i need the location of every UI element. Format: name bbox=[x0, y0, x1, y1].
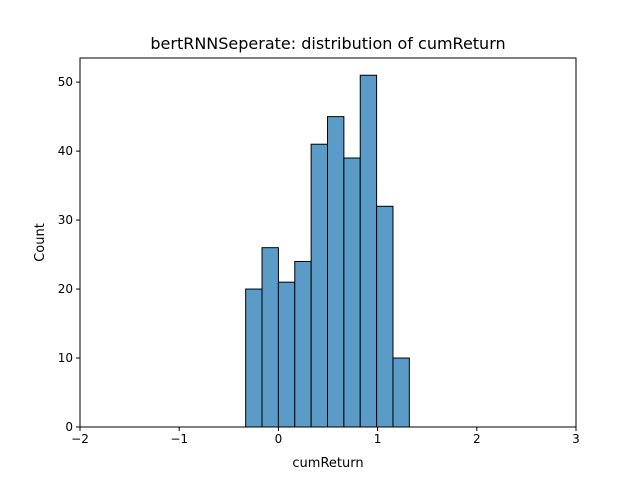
y-tick-label: 30 bbox=[58, 213, 73, 227]
x-tick-label: 3 bbox=[572, 432, 580, 446]
y-axis-label: Count bbox=[33, 223, 48, 262]
x-axis-ticks: −2 −1 0 1 2 3 bbox=[71, 427, 580, 446]
y-tick-label: 50 bbox=[58, 75, 73, 89]
histogram-bar bbox=[277, 281, 296, 428]
histogram-bar bbox=[376, 205, 394, 428]
y-tick-label: 40 bbox=[58, 144, 73, 158]
y-tick-label: 10 bbox=[58, 351, 73, 365]
x-tick-label: 1 bbox=[374, 432, 382, 446]
histogram-bar bbox=[359, 74, 378, 428]
chart-title: bertRNNSeperate: distribution of cumRetu… bbox=[150, 34, 505, 53]
y-tick-label: 0 bbox=[65, 420, 73, 434]
x-axis-label: cumReturn bbox=[292, 456, 363, 471]
bars-group bbox=[245, 74, 410, 428]
x-tick-label: −2 bbox=[71, 432, 89, 446]
histogram-bar bbox=[294, 260, 312, 428]
histogram-bar bbox=[392, 357, 410, 428]
x-tick-label: 0 bbox=[275, 432, 283, 446]
y-axis-ticks: 0 10 20 30 40 50 bbox=[58, 75, 80, 434]
histogram-bar bbox=[245, 288, 263, 428]
histogram-bar bbox=[327, 116, 345, 428]
x-tick-label: 2 bbox=[473, 432, 481, 446]
histogram-bar bbox=[310, 143, 329, 428]
y-tick-label: 20 bbox=[58, 282, 73, 296]
histogram-bar bbox=[343, 157, 361, 428]
axes-frame bbox=[79, 57, 577, 428]
histogram-bar bbox=[261, 247, 279, 428]
x-tick-label: −1 bbox=[170, 432, 188, 446]
